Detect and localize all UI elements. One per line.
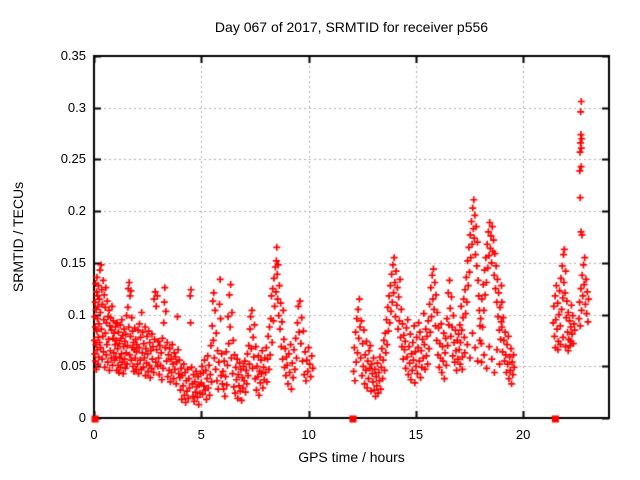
x-tick-label: 5 bbox=[197, 427, 205, 442]
x-tick-label: 10 bbox=[301, 427, 316, 442]
x-tick-label: 15 bbox=[408, 427, 424, 442]
y-tick-label: 0.2 bbox=[67, 203, 86, 219]
y-tick-label: 0.1 bbox=[67, 306, 86, 322]
y-axis-label: SRMTID / TECUs bbox=[10, 181, 26, 293]
y-tick-label: 0.3 bbox=[67, 99, 86, 115]
y-tick-label: 0 bbox=[78, 410, 86, 425]
y-tick-label: 0.05 bbox=[60, 358, 86, 374]
x-axis-label: GPS time / hours bbox=[298, 449, 405, 465]
y-tick-label: 0.35 bbox=[60, 48, 86, 63]
chart-title: Day 067 of 2017, SRMTID for receiver p55… bbox=[214, 19, 489, 35]
x-tick-label: 0 bbox=[90, 427, 98, 442]
y-tick-label: 0.15 bbox=[60, 254, 86, 270]
y-tick-label: 0.25 bbox=[60, 151, 86, 167]
x-tick-label: 20 bbox=[515, 427, 531, 442]
